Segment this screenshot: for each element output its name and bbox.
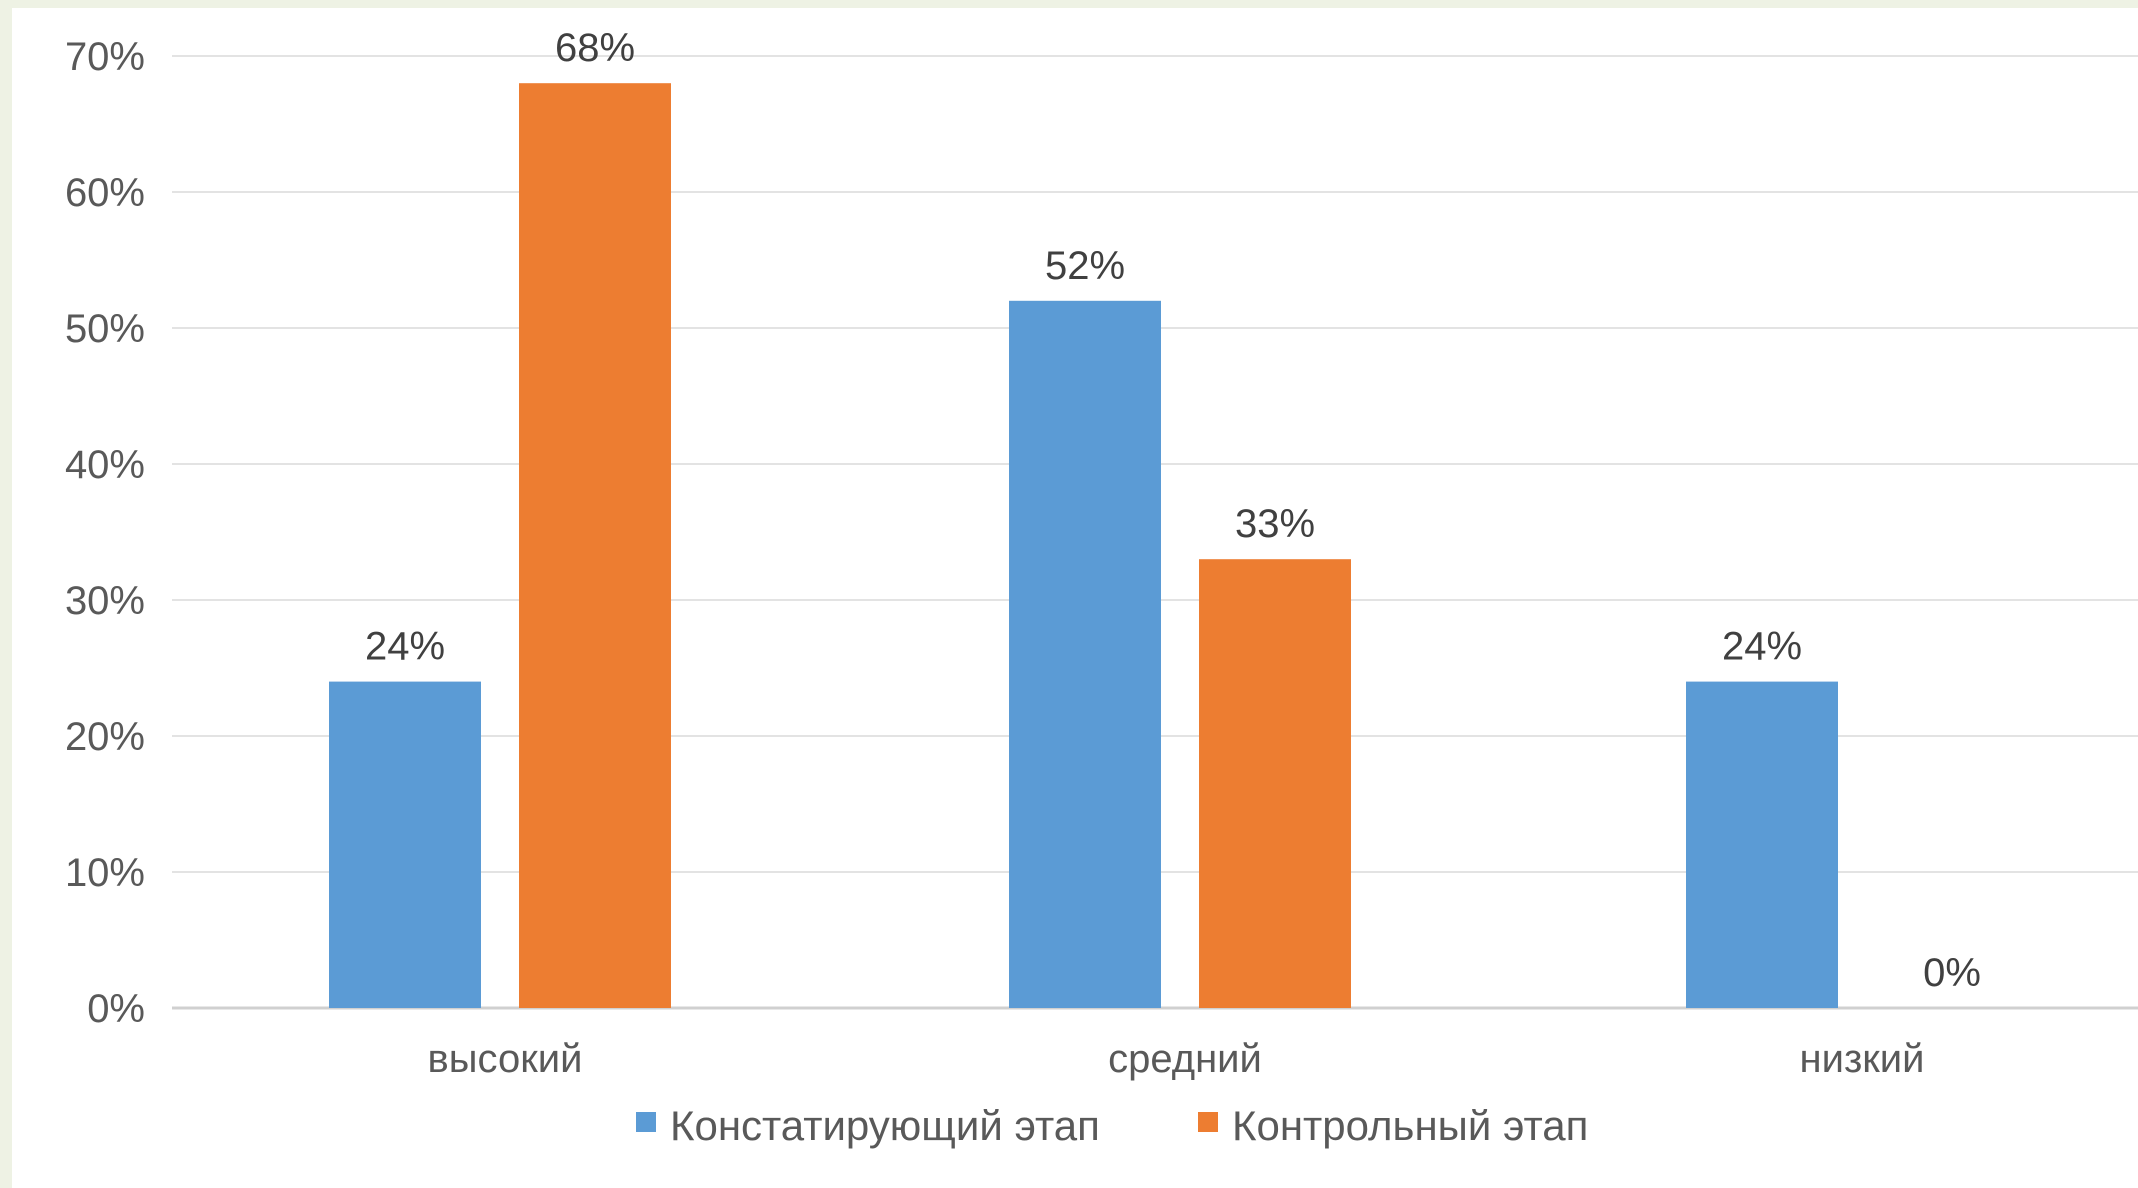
data-label: 68% <box>555 26 635 70</box>
y-tick-label: 20% <box>65 715 145 759</box>
legend-label: Констатирующий этап <box>670 1102 1100 1149</box>
bars <box>329 83 1838 1008</box>
bar-высокий-1 <box>329 681 481 1008</box>
legend: Констатирующий этап Контрольный этап <box>636 1102 1588 1149</box>
y-tick-label: 50% <box>65 307 145 351</box>
category-label: низкий <box>1800 1037 1925 1081</box>
category-label: высокий <box>428 1037 583 1081</box>
data-label: 0% <box>1923 951 1981 995</box>
data-labels: 24% 52% 24% 68% 33% 0% <box>365 26 1981 995</box>
y-tick-label: 0% <box>87 987 145 1031</box>
bar-высокий-2 <box>519 83 671 1008</box>
bar-средний-2 <box>1199 559 1351 1008</box>
legend-swatch <box>1198 1112 1218 1132</box>
y-tick-label: 60% <box>65 171 145 215</box>
data-label: 24% <box>1722 625 1802 669</box>
legend-label: Контрольный этап <box>1232 1102 1588 1149</box>
y-tick-label: 10% <box>65 851 145 895</box>
y-tick-label: 70% <box>65 35 145 79</box>
data-label: 33% <box>1235 502 1315 546</box>
data-label: 24% <box>365 625 445 669</box>
bar-низкий-1 <box>1686 681 1838 1008</box>
bar-средний-1 <box>1009 300 1161 1008</box>
data-label: 52% <box>1045 244 1125 288</box>
y-tick-label: 30% <box>65 579 145 623</box>
category-label: средний <box>1108 1037 1262 1081</box>
legend-swatch <box>636 1112 656 1132</box>
y-tick-label: 40% <box>65 443 145 487</box>
category-labels: высокий средний низкий <box>428 1037 1925 1081</box>
y-axis-ticks: 0% 10% 20% 30% 40% 50% 60% 70% <box>65 35 145 1031</box>
